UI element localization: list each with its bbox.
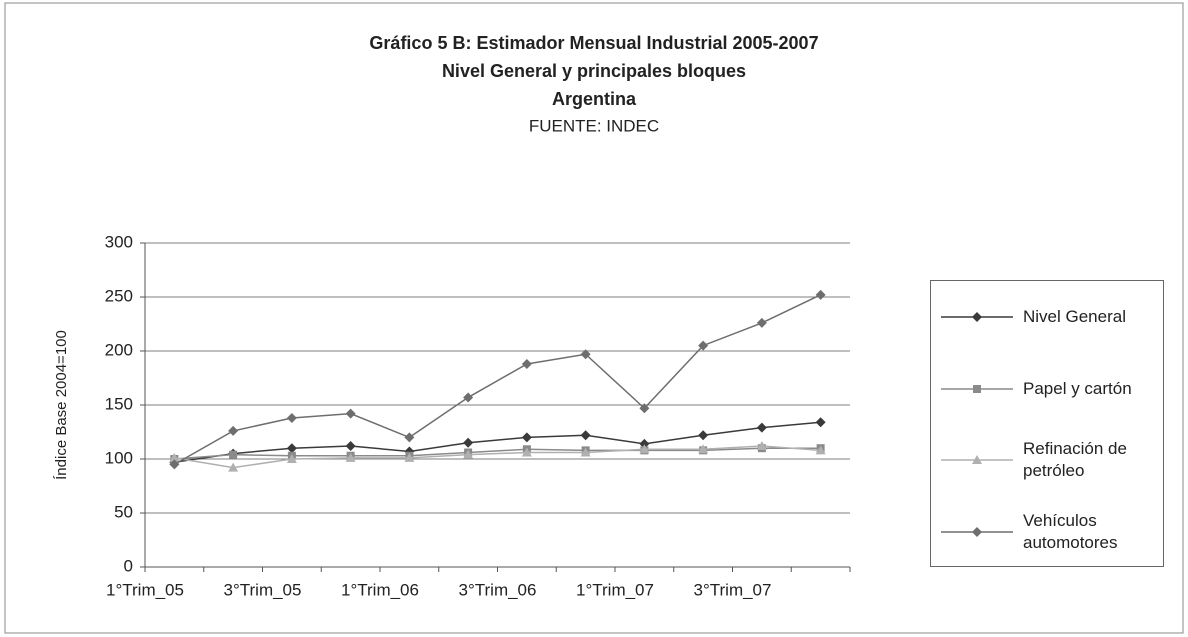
data-point	[521, 358, 532, 369]
data-point	[463, 437, 474, 448]
legend-marker	[973, 384, 981, 393]
data-point	[286, 412, 297, 423]
data-point	[463, 449, 474, 459]
legend-marker	[972, 311, 982, 322]
legend-marker	[972, 455, 982, 465]
data-point	[463, 392, 474, 403]
legend-item: Papel y cartón	[931, 359, 1163, 419]
data-point	[815, 417, 826, 428]
data-point	[229, 450, 238, 459]
data-point	[404, 432, 415, 443]
x-tick-label: 3°Trim_06	[459, 580, 537, 599]
legend-item: Vehículos automotores	[931, 502, 1163, 562]
data-point	[169, 459, 180, 470]
legend-label: Refinación de petróleo	[1023, 439, 1127, 481]
legend-swatch	[941, 455, 1013, 465]
series-line	[174, 421, 821, 463]
y-axis-label: Índice Base 2004=100	[53, 330, 70, 480]
x-tick-label: 1°Trim_05	[106, 580, 184, 599]
chart-source: FUENTE: INDEC	[529, 116, 659, 135]
data-point	[521, 432, 532, 443]
legend: Nivel General Papel y cartón Refinación de…	[930, 280, 1164, 567]
data-point	[698, 444, 709, 454]
y-tick-label: 150	[105, 394, 133, 413]
x-tick-label: 3°Trim_05	[224, 580, 302, 599]
legend-item: Refinación de petróleo	[931, 430, 1163, 490]
series-line	[174, 294, 821, 466]
legend-swatch	[941, 384, 1013, 393]
data-point	[169, 452, 180, 462]
data-point	[580, 430, 591, 441]
data-point	[345, 441, 356, 452]
x-tick-label: 1°Trim_07	[576, 580, 654, 599]
data-point	[286, 454, 297, 463]
chart-subtitle: Argentina	[552, 89, 637, 109]
y-tick-label: 200	[105, 340, 133, 359]
frame	[4, 2, 1184, 634]
data-point	[345, 408, 356, 419]
legend-marker	[972, 527, 982, 538]
series-line	[174, 447, 821, 460]
legend-item: Nivel General	[931, 287, 1163, 347]
legend-swatch	[941, 527, 1013, 538]
y-tick-label: 250	[105, 286, 133, 305]
data-point	[228, 462, 239, 472]
x-tick-label: 1°Trim_06	[341, 580, 419, 599]
data-point	[286, 443, 297, 454]
x-tick-label: 3°Trim_07	[694, 580, 772, 599]
y-tick-label: 100	[105, 448, 133, 467]
y-tick-label: 300	[105, 232, 133, 251]
data-point	[698, 340, 709, 351]
data-point	[756, 317, 767, 328]
data-point	[580, 447, 591, 457]
legend-swatch	[941, 311, 1013, 322]
data-point	[639, 403, 650, 414]
data-point	[756, 441, 767, 451]
legend-label: Nivel General	[1023, 306, 1126, 326]
data-point	[698, 430, 709, 441]
legend-label: Vehículos automotores	[1023, 511, 1118, 553]
data-point	[345, 452, 356, 462]
chart-title: Gráfico 5 B: Estimador Mensual Industria…	[369, 33, 818, 53]
data-point	[639, 444, 650, 454]
data-point	[580, 349, 591, 360]
data-point	[815, 445, 826, 455]
data-point	[521, 447, 532, 457]
chart-subtitle: Nivel General y principales bloques	[442, 61, 746, 81]
series-line	[174, 445, 821, 469]
data-point	[815, 289, 826, 300]
legend-label: Papel y cartón	[1023, 378, 1132, 398]
data-point	[228, 425, 239, 436]
y-tick-label: 50	[114, 502, 133, 521]
data-point	[756, 422, 767, 433]
data-point	[404, 452, 415, 462]
y-tick-label: 0	[124, 556, 133, 575]
